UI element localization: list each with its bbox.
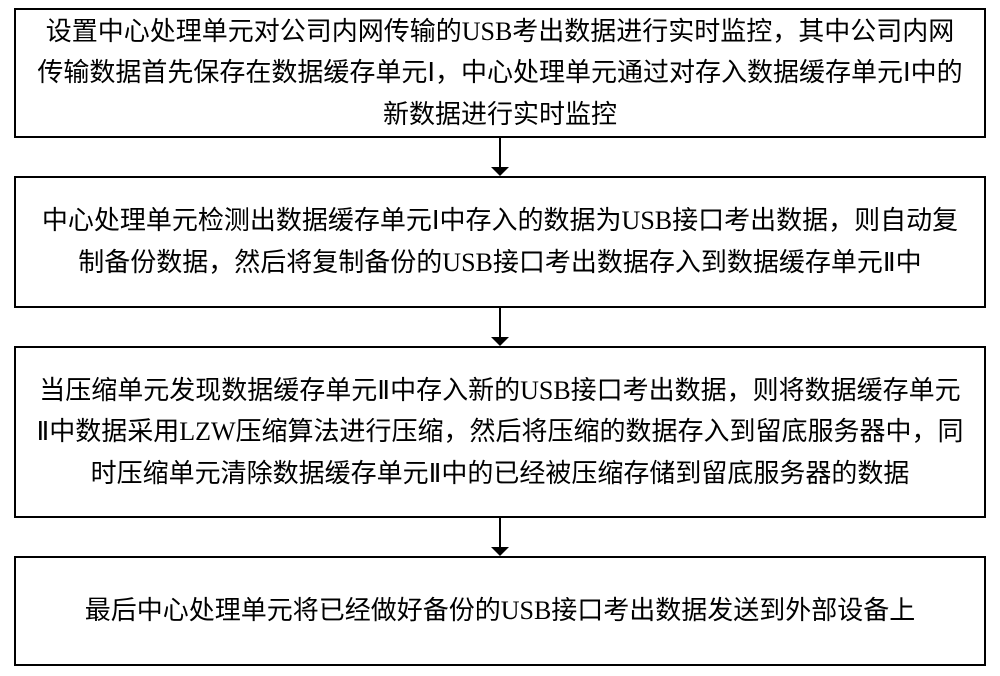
flow-node-text: 最后中心处理单元将已经做好备份的USB接口考出数据发送到外部设备上 [85, 590, 916, 632]
flowchart-canvas: 设置中心处理单元对公司内网传输的USB考出数据进行实时监控，其中公司内网传输数据… [0, 0, 1000, 676]
flow-node-text: 当压缩单元发现数据缓存单元Ⅱ中存入新的USB接口考出数据，则将数据缓存单元Ⅱ中数… [34, 370, 966, 495]
flow-node-step1: 设置中心处理单元对公司内网传输的USB考出数据进行实时监控，其中公司内网传输数据… [14, 8, 986, 138]
flow-node-step4: 最后中心处理单元将已经做好备份的USB接口考出数据发送到外部设备上 [14, 556, 986, 666]
flow-node-step3: 当压缩单元发现数据缓存单元Ⅱ中存入新的USB接口考出数据，则将数据缓存单元Ⅱ中数… [14, 346, 986, 518]
arrow-line [499, 518, 501, 547]
flow-node-text: 中心处理单元检测出数据缓存单元Ⅰ中存入的数据为USB接口考出数据，则自动复制备份… [34, 200, 966, 283]
arrow-head-icon [491, 167, 509, 176]
arrow-line [499, 308, 501, 337]
arrow-head-icon [491, 547, 509, 556]
arrow-line [499, 138, 501, 167]
flow-node-text: 设置中心处理单元对公司内网传输的USB考出数据进行实时监控，其中公司内网传输数据… [34, 11, 966, 136]
flow-node-step2: 中心处理单元检测出数据缓存单元Ⅰ中存入的数据为USB接口考出数据，则自动复制备份… [14, 176, 986, 308]
arrow-head-icon [491, 337, 509, 346]
